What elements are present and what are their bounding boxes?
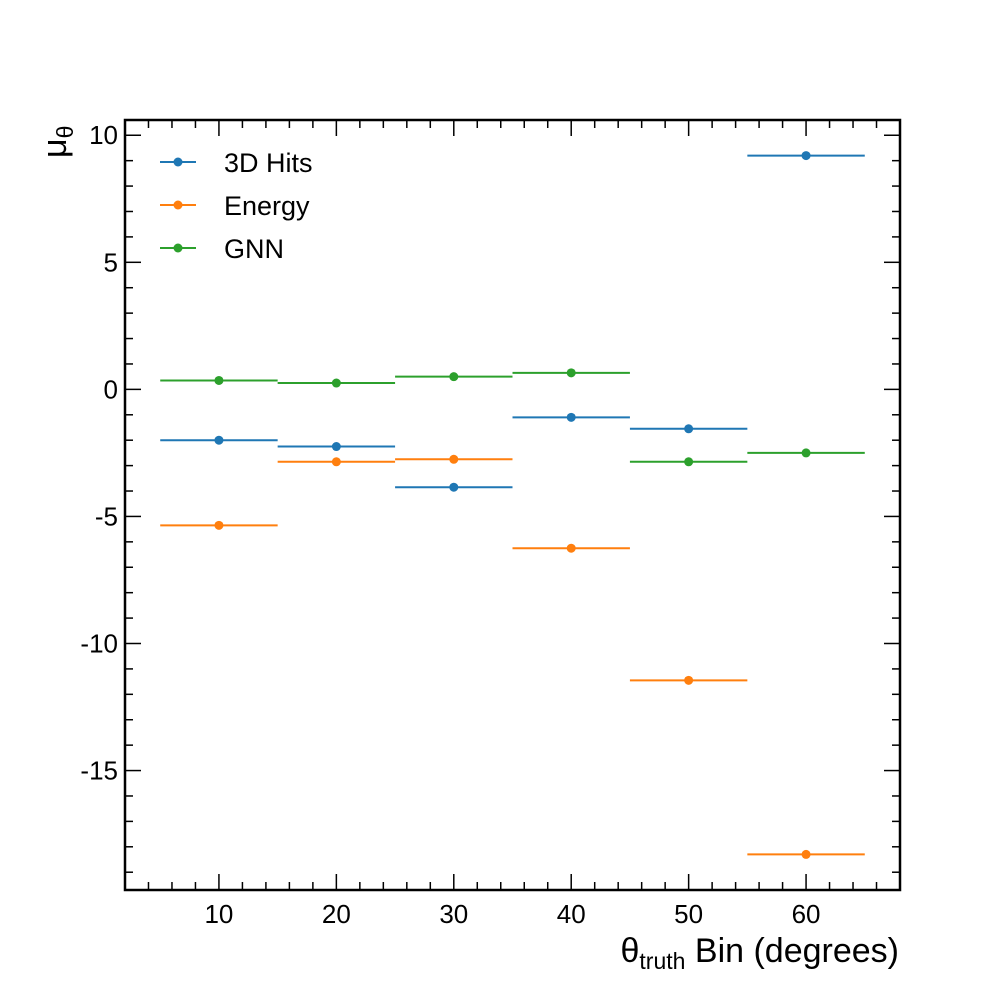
- legend-label: 3D Hits: [224, 148, 313, 178]
- data-point: [566, 543, 576, 553]
- plot-frame: [123, 118, 902, 892]
- axis-ticks: [125, 120, 900, 890]
- data-point: [214, 375, 224, 385]
- data-point: [331, 442, 341, 452]
- y-tick-label: 0: [104, 374, 118, 404]
- data-point: [801, 448, 811, 458]
- legend-marker: [173, 200, 183, 210]
- y-tick-label: 5: [104, 247, 118, 277]
- legend-marker: [173, 157, 183, 167]
- data-point: [801, 849, 811, 859]
- legend-item: Energy: [160, 191, 310, 221]
- x-tick-label: 30: [439, 899, 468, 929]
- data-point: [449, 482, 459, 492]
- x-tick-label: 40: [557, 899, 586, 929]
- legend-item: GNN: [160, 234, 284, 264]
- x-axis-title: θtruth Bin (degrees): [621, 932, 900, 974]
- data-point: [801, 151, 811, 161]
- data-point: [331, 457, 341, 467]
- y-tick-label: 10: [89, 120, 118, 150]
- data-series: [160, 151, 865, 859]
- data-point: [566, 412, 576, 422]
- legend-label: Energy: [224, 191, 310, 221]
- series-gnn: [160, 368, 865, 467]
- y-tick-label: -15: [80, 756, 118, 786]
- x-tick-label: 10: [204, 899, 233, 929]
- data-point: [449, 454, 459, 464]
- data-point: [566, 368, 576, 378]
- legend: 3D Hits Energy GNN: [160, 148, 313, 264]
- data-point: [684, 675, 694, 685]
- y-tick-label: -10: [80, 628, 118, 658]
- legend-item: 3D Hits: [160, 148, 313, 178]
- data-point: [214, 435, 224, 445]
- x-tick-label: 50: [674, 899, 703, 929]
- series-energy: [160, 454, 865, 859]
- y-axis-title: μθ: [36, 126, 78, 158]
- data-point: [449, 372, 459, 382]
- legend-marker: [173, 243, 183, 253]
- data-point: [684, 457, 694, 467]
- x-tick-label: 60: [792, 899, 821, 929]
- legend-label: GNN: [224, 234, 284, 264]
- data-point: [331, 378, 341, 388]
- data-point: [214, 520, 224, 530]
- x-tick-label: 20: [322, 899, 351, 929]
- data-point: [684, 424, 694, 434]
- series-3d-hits: [160, 151, 865, 492]
- y-tick-label: -5: [95, 501, 118, 531]
